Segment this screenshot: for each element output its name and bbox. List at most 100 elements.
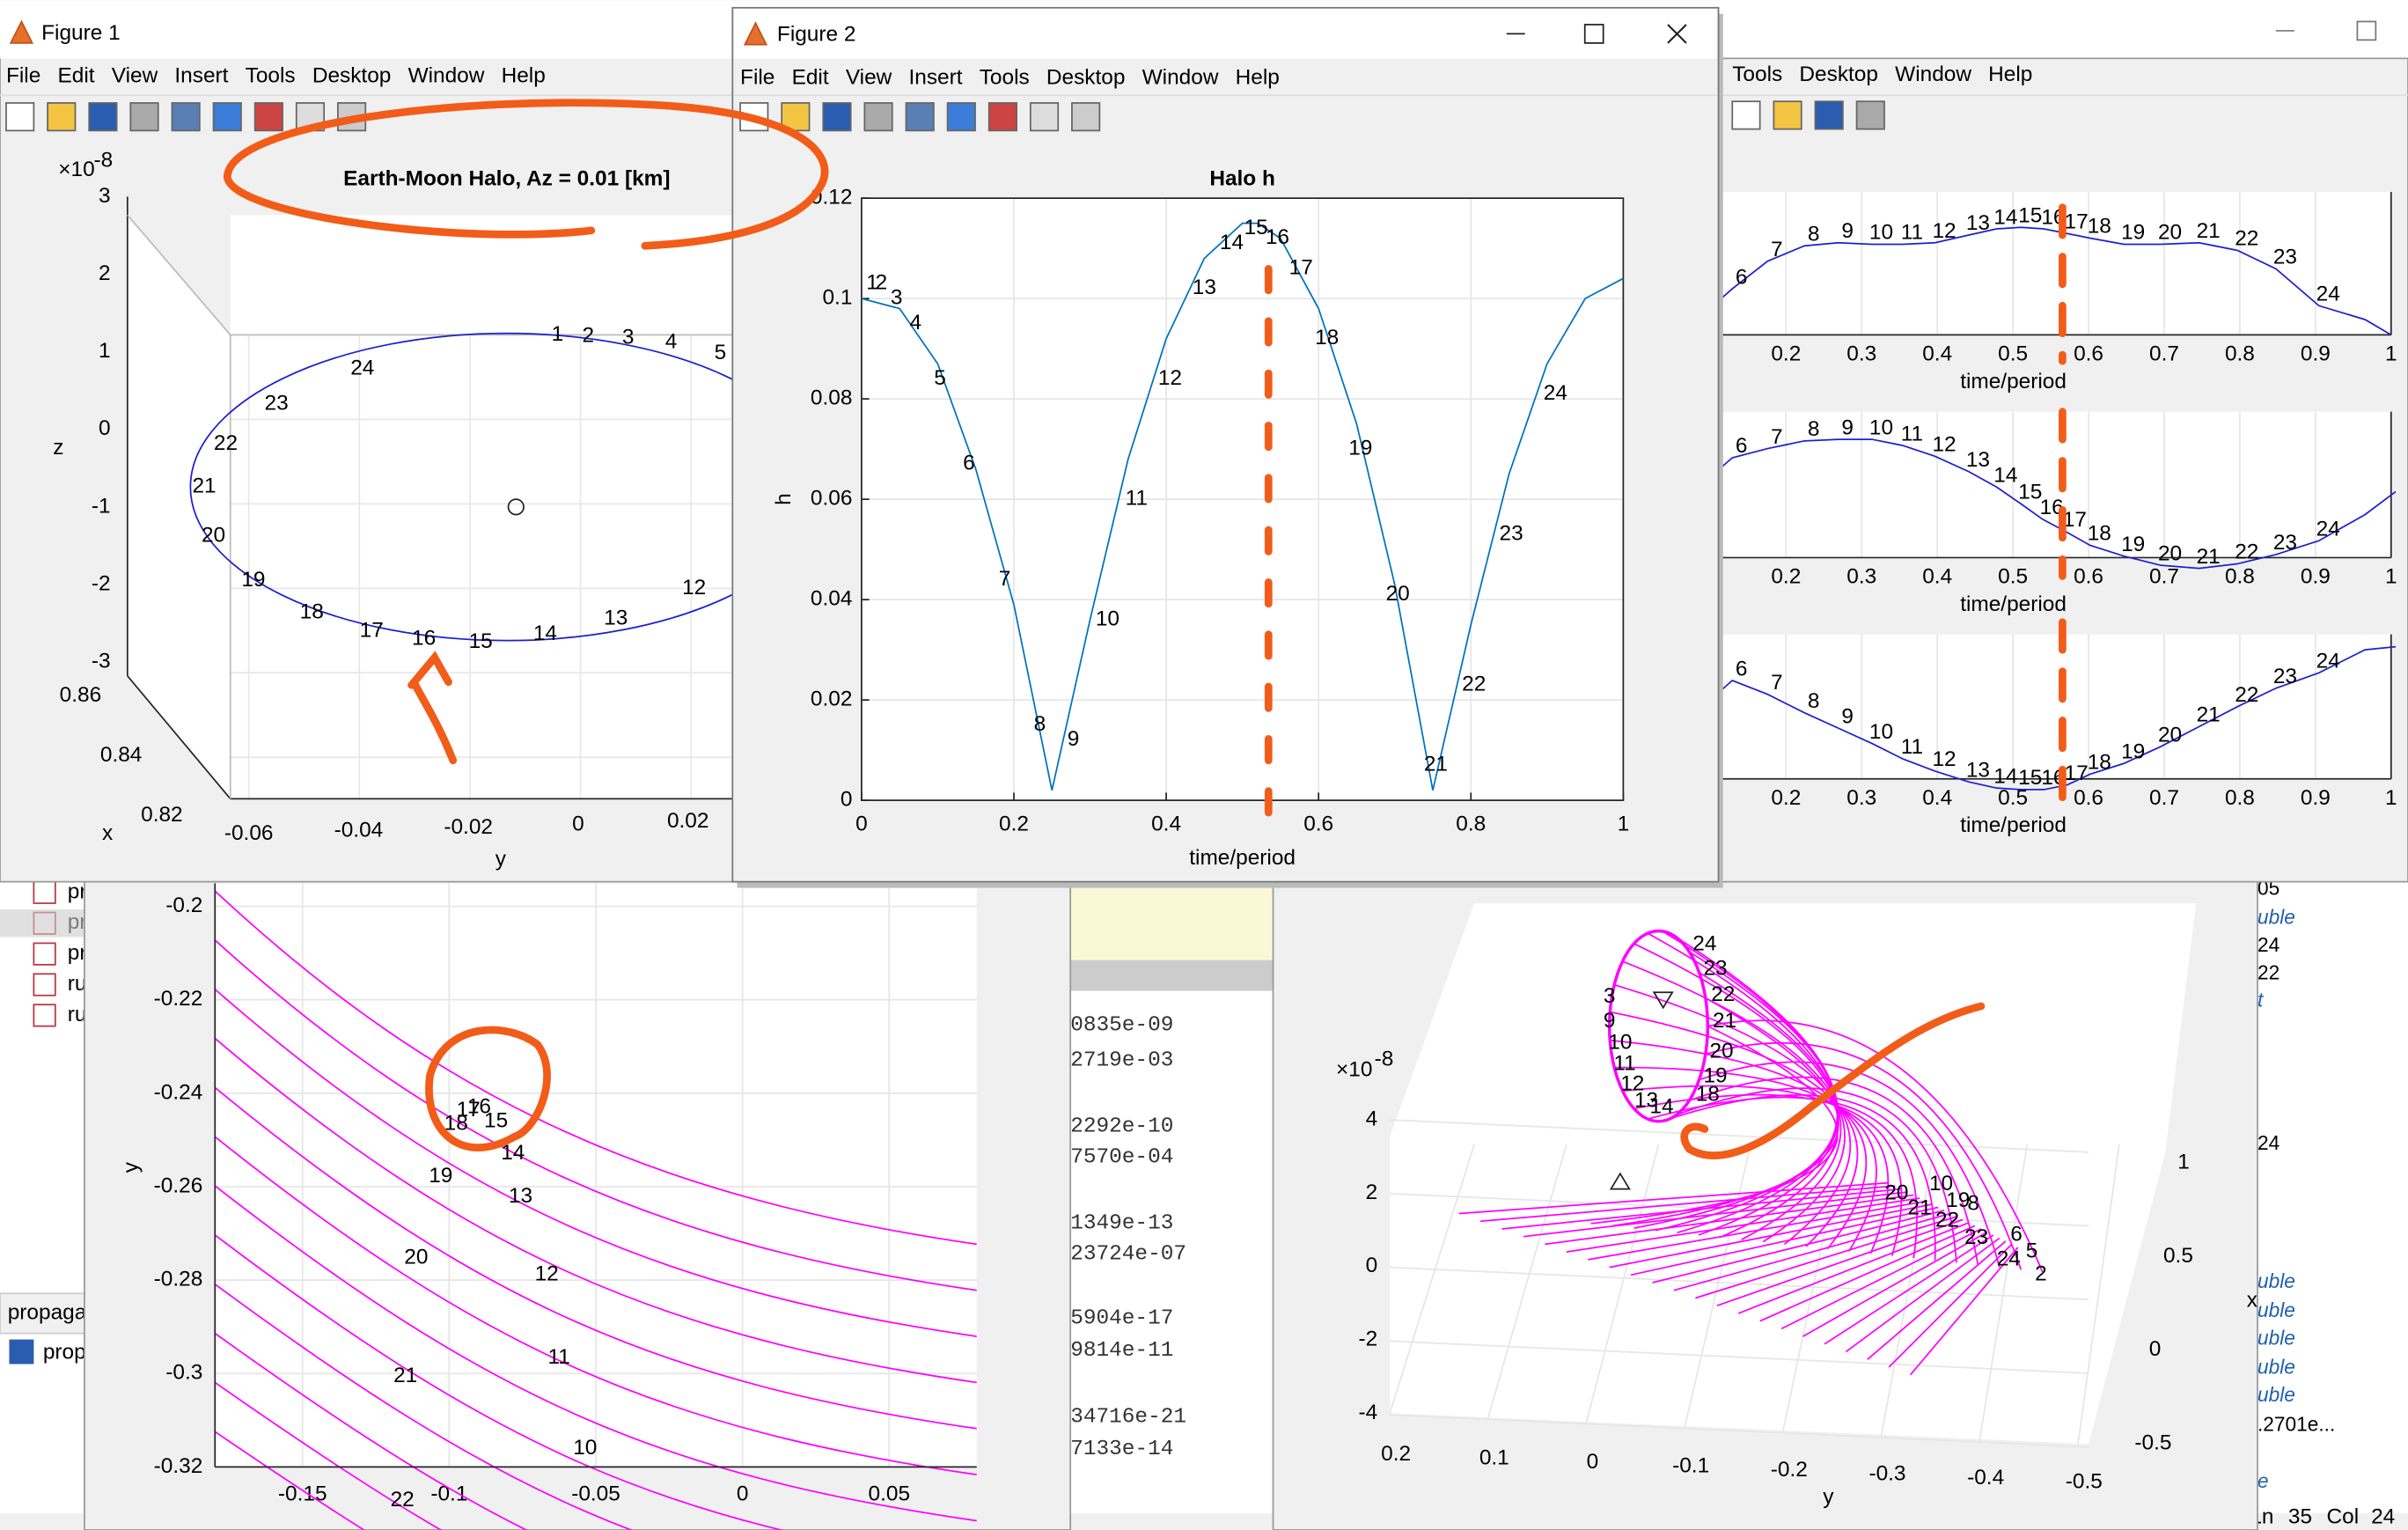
toolbar-button[interactable] [1814, 100, 1844, 130]
menu-item[interactable]: View [846, 65, 892, 89]
point-label: 13 [509, 1184, 532, 1208]
panel-item[interactable]: prop [43, 1341, 86, 1364]
app-icon [743, 21, 768, 46]
workspace-value: 24 [2258, 933, 2280, 956]
trajectory [214, 1234, 785, 1530]
point-label: 10 [1608, 1030, 1632, 1054]
trajectory [214, 939, 977, 1291]
menu-item[interactable]: File [6, 64, 40, 88]
toolbar-button[interactable] [1855, 100, 1885, 130]
point-label: 13 [1966, 448, 1990, 472]
toolbar-button[interactable] [253, 102, 283, 132]
x-tick-label: 0.3 [1846, 786, 1876, 810]
point-label: 22 [2235, 541, 2258, 564]
y-tick-label: -0.28 [154, 1268, 203, 1291]
point-label: 9 [1068, 727, 1080, 751]
menu-item[interactable]: Window [408, 64, 485, 88]
file-name[interactable]: pr [68, 879, 87, 903]
point-label: 14 [1993, 463, 2017, 487]
menu-item[interactable]: Edit [58, 64, 95, 88]
annotation [425, 1026, 551, 1151]
editor-bar [1070, 960, 1274, 991]
x-tick-label: 0.4 [1922, 565, 1952, 589]
trajectory [1688, 1076, 1979, 1266]
point-label: 12 [535, 1262, 559, 1286]
toolbar-button[interactable] [171, 102, 201, 132]
y-tick-label: 0.08 [811, 386, 853, 410]
toolbar-button[interactable] [987, 102, 1017, 132]
menu-item[interactable]: Window [1142, 65, 1219, 89]
trajectory [1759, 1225, 1976, 1322]
point-label: 5 [934, 366, 946, 390]
grid-line [1487, 1144, 1567, 1418]
menu-item[interactable]: File [740, 65, 775, 89]
workspace-value: uble [2258, 1298, 2295, 1321]
point-label: 22 [1462, 672, 1486, 695]
point-label: 8 [1808, 689, 1820, 713]
axis-exponent-power: -8 [1375, 1047, 1394, 1070]
marker [1609, 1172, 1631, 1190]
toolbar-button[interactable] [47, 102, 77, 132]
y-tick-label: -0.06 [224, 821, 274, 845]
toolbar-button[interactable] [88, 102, 118, 132]
point-label: 15 [484, 1108, 508, 1132]
point-label: 11 [1901, 422, 1923, 445]
y-tick-label: -0.3 [165, 1361, 202, 1385]
menu-item[interactable]: Edit [792, 65, 829, 89]
axes-pane [230, 215, 738, 799]
toolbar-button[interactable] [1731, 100, 1761, 130]
point-label: 20 [1709, 1040, 1733, 1063]
x-tick-label: 0.3 [1846, 565, 1876, 589]
axes-pane [127, 215, 231, 799]
z-tick-label: -2 [92, 571, 111, 595]
trajectory [1867, 1240, 2007, 1360]
grid-line [1390, 1414, 2089, 1448]
menu-item[interactable]: Desktop [312, 64, 392, 88]
trajectory [1655, 951, 1839, 1232]
file-name[interactable]: ru [68, 972, 87, 996]
trajectory [1630, 1206, 1939, 1276]
menu-item[interactable]: Tools [980, 65, 1030, 89]
point-label: 6 [963, 452, 975, 475]
point-label: 3 [622, 325, 635, 349]
toolbar-button[interactable] [5, 102, 35, 132]
toolbar-button[interactable] [1029, 102, 1060, 132]
point-label: 5 [715, 341, 727, 364]
menu-item[interactable]: Insert [174, 64, 228, 88]
x-tick-label: 1 [2385, 565, 2397, 589]
point-label: 21 [1908, 1196, 1932, 1220]
file-name[interactable]: ru [68, 1003, 87, 1026]
point-label: 20 [404, 1246, 428, 1269]
menu-item[interactable]: View [112, 64, 158, 88]
toolbar-button[interactable] [212, 102, 242, 132]
x-tick-label: 0.7 [2149, 786, 2179, 810]
point-label: 18 [2088, 751, 2111, 775]
toolbar-button[interactable] [905, 102, 935, 132]
menu-item[interactable]: Insert [908, 65, 962, 89]
toolbar-button[interactable] [1773, 100, 1802, 130]
code-line: 23724e-07 [1070, 1242, 1186, 1266]
menu-item[interactable]: Tools [1732, 63, 1782, 86]
menu-item[interactable]: Window [1895, 63, 1971, 86]
x-tick-label: 0.4 [1151, 813, 1181, 836]
menu-item[interactable]: Tools [246, 64, 296, 88]
toolbar-button[interactable] [863, 102, 893, 132]
point-label: 11 [1901, 735, 1923, 759]
toolbar-button[interactable] [129, 102, 159, 132]
menu-item[interactable]: Help [502, 64, 546, 88]
y-axis-label: h [772, 493, 796, 505]
grid-line [1585, 1144, 1660, 1423]
y-tick-label: 0 [841, 788, 853, 812]
toolbar-button[interactable] [946, 102, 976, 132]
toolbar-button[interactable] [822, 102, 852, 132]
menu-item[interactable]: Help [1236, 65, 1280, 89]
point-label: 23 [265, 391, 289, 415]
menu-item[interactable]: Help [1988, 63, 2032, 86]
workspace-value: uble [2258, 1356, 2295, 1379]
toolbar-button[interactable] [1071, 102, 1101, 132]
menu-item[interactable]: Desktop [1799, 63, 1878, 86]
file-name[interactable]: pr [68, 941, 87, 965]
menu-item[interactable]: Desktop [1046, 65, 1126, 89]
point-label: 5 [2026, 1239, 2038, 1263]
